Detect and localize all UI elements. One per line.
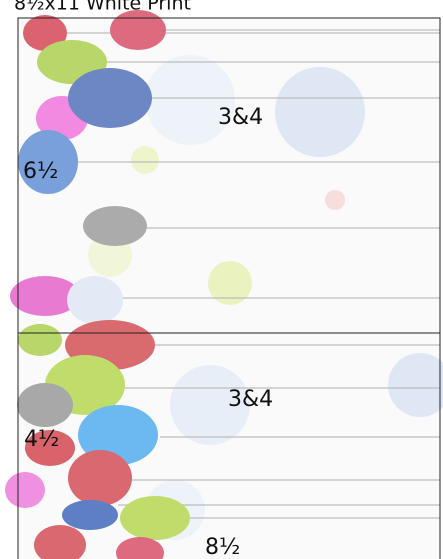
balloon bbox=[68, 450, 132, 506]
size-label: 6½ bbox=[23, 159, 58, 184]
balloon bbox=[83, 206, 147, 246]
balloon bbox=[67, 276, 123, 324]
bokeh bbox=[131, 146, 159, 174]
title: 8½x11 White Print bbox=[14, 0, 191, 15]
balloon bbox=[68, 68, 152, 128]
bokeh bbox=[145, 55, 235, 145]
panel-1: 3&4 6½ bbox=[10, 10, 441, 334]
balloon bbox=[110, 10, 166, 50]
balloon bbox=[18, 130, 78, 194]
balloon bbox=[34, 525, 86, 559]
balloon bbox=[18, 324, 62, 356]
balloon bbox=[62, 500, 118, 530]
panel-2: 3&4 4½ 8½ bbox=[5, 320, 443, 559]
balloon bbox=[120, 496, 190, 540]
balloon bbox=[78, 405, 158, 465]
size-label: 3&4 bbox=[228, 387, 273, 412]
bokeh bbox=[388, 353, 443, 417]
balloon bbox=[25, 430, 75, 466]
bokeh bbox=[170, 365, 250, 445]
balloon bbox=[5, 472, 45, 508]
balloon bbox=[17, 383, 73, 427]
balloon bbox=[10, 276, 80, 316]
bokeh bbox=[208, 261, 252, 305]
size-label: 3&4 bbox=[218, 105, 263, 130]
balloon bbox=[23, 15, 67, 51]
balloon bbox=[116, 537, 164, 559]
size-label: 8½ bbox=[205, 535, 240, 559]
bokeh bbox=[275, 67, 365, 157]
panel-border bbox=[17, 332, 441, 559]
size-label: 4½ bbox=[24, 427, 59, 452]
bokeh bbox=[325, 190, 345, 210]
